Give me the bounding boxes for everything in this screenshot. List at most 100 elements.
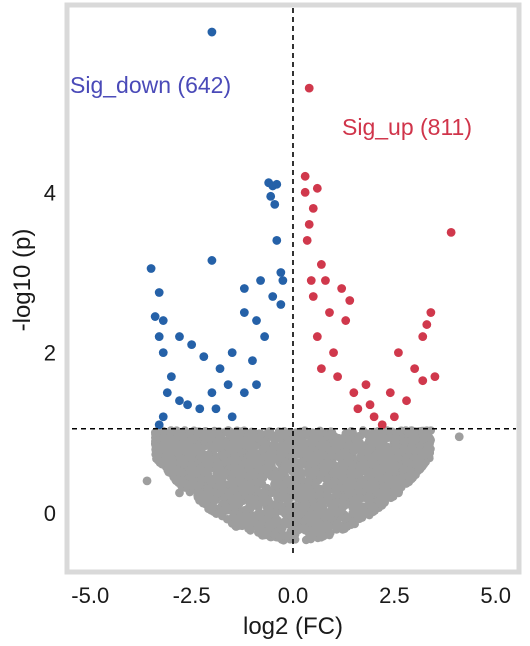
nonsig-point	[338, 525, 347, 534]
sig-down-point	[150, 312, 160, 321]
sig-up-point	[353, 404, 363, 414]
nonsig-point	[383, 471, 393, 481]
sig-down-point	[276, 268, 286, 277]
nonsig-point	[305, 488, 314, 498]
sig-up-point	[394, 348, 403, 358]
sig-up-point	[402, 396, 411, 406]
nonsig-point	[228, 470, 237, 479]
sig-down-point	[215, 364, 225, 374]
nonsig-point	[175, 430, 184, 439]
sig-down-point	[256, 276, 265, 285]
nonsig-point	[187, 482, 197, 491]
nonsig-point	[273, 516, 283, 525]
nonsig-point	[152, 451, 162, 461]
nonsig-point	[258, 473, 268, 483]
nonsig-point	[312, 504, 322, 513]
y-axis-label: -log10 (p)	[9, 229, 36, 332]
sig-down-point	[146, 264, 156, 273]
nonsig-point	[344, 489, 354, 498]
nonsig-point	[246, 479, 255, 488]
nonsig-point	[175, 488, 184, 498]
nonsig-point	[258, 488, 268, 497]
sig-up-annotation: Sig_up (811)	[342, 114, 472, 140]
nonsig-point	[374, 451, 384, 461]
nonsig-point	[298, 468, 307, 478]
sig-up-point	[308, 292, 318, 301]
nonsig-point	[215, 466, 224, 476]
nonsig-cloud-layer	[142, 426, 464, 545]
sig-down-point	[175, 396, 184, 406]
nonsig-point	[391, 442, 400, 452]
nonsig-point	[227, 486, 237, 495]
nonsig-point	[206, 476, 215, 486]
sig-up-point	[325, 308, 334, 317]
sig-down-point	[162, 388, 172, 398]
nonsig-point	[358, 426, 368, 435]
nonsig-point	[358, 441, 367, 450]
nonsig-point	[316, 470, 326, 479]
nonsig-point	[341, 513, 351, 523]
sig-down-point	[183, 400, 192, 410]
sig-up-point	[385, 388, 395, 398]
sig-down-point	[260, 332, 270, 341]
nonsig-point	[423, 442, 432, 452]
sig-down-point	[252, 316, 261, 325]
nonsig-point	[268, 452, 278, 462]
nonsig-point	[394, 453, 403, 463]
sig-up-point	[361, 380, 371, 390]
nonsig-point	[165, 467, 174, 477]
nonsig-point	[199, 432, 209, 442]
sig-up-point	[418, 376, 428, 386]
sig-down-point	[175, 332, 184, 341]
sig-down-point	[276, 300, 286, 309]
sig-up-point	[308, 203, 318, 213]
nonsig-point	[282, 478, 292, 487]
nonsig-point	[262, 527, 272, 536]
sig-up-point	[446, 228, 456, 237]
nonsig-point	[321, 464, 331, 474]
nonsig-point	[356, 452, 365, 462]
sig-up-point	[312, 183, 322, 193]
sig-up-point	[426, 308, 436, 317]
nonsig-point	[349, 496, 359, 506]
sig-down-point	[239, 308, 249, 317]
nonsig-point	[381, 443, 390, 452]
nonsig-point	[227, 496, 237, 506]
sig-down-point	[154, 420, 164, 430]
nonsig-point	[352, 481, 362, 491]
nonsig-point	[338, 471, 347, 481]
nonsig-point	[322, 481, 331, 490]
nonsig-point	[256, 519, 266, 528]
sig-down-point	[158, 412, 168, 422]
y-axis-ticks: 0 2 4	[44, 180, 56, 526]
nonsig-point	[363, 494, 372, 503]
sig-up-point	[389, 412, 399, 422]
nonsig-point	[187, 471, 196, 480]
sig-up-point	[300, 171, 310, 181]
nonsig-point	[315, 430, 324, 439]
nonsig-point	[217, 480, 226, 489]
nonsig-point	[256, 457, 265, 467]
nonsig-point	[337, 459, 346, 468]
nonsig-point	[174, 449, 183, 458]
nonsig-point	[342, 478, 351, 488]
sig-up-point	[302, 236, 312, 245]
nonsig-point	[260, 498, 269, 507]
nonsig-point	[267, 508, 276, 518]
sig-up-point	[316, 364, 326, 374]
nonsig-point	[301, 500, 311, 510]
sig-up-point	[321, 276, 330, 285]
nonsig-point	[203, 484, 213, 494]
nonsig-point	[276, 524, 286, 534]
nonsig-point	[325, 530, 334, 540]
nonsig-point	[414, 466, 423, 475]
sig-up-point	[369, 412, 379, 422]
nonsig-point	[317, 448, 326, 458]
sig-down-point	[272, 236, 282, 245]
nonsig-point	[300, 516, 309, 526]
nonsig-point	[308, 430, 318, 439]
nonsig-point	[142, 476, 152, 486]
nonsig-point	[404, 472, 414, 482]
x-tick-label: -2.5	[173, 583, 211, 608]
